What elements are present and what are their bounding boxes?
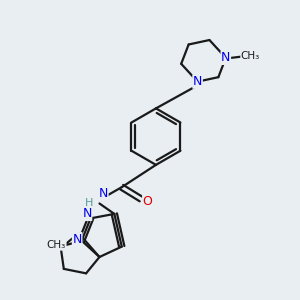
Text: N: N: [82, 207, 92, 220]
Text: N: N: [221, 51, 230, 64]
Text: N: N: [99, 188, 108, 200]
Text: CH₃: CH₃: [47, 240, 66, 250]
Text: N: N: [73, 233, 82, 246]
Text: O: O: [143, 195, 153, 208]
Text: N: N: [193, 75, 202, 88]
Text: H: H: [85, 199, 93, 208]
Text: CH₃: CH₃: [241, 51, 260, 62]
